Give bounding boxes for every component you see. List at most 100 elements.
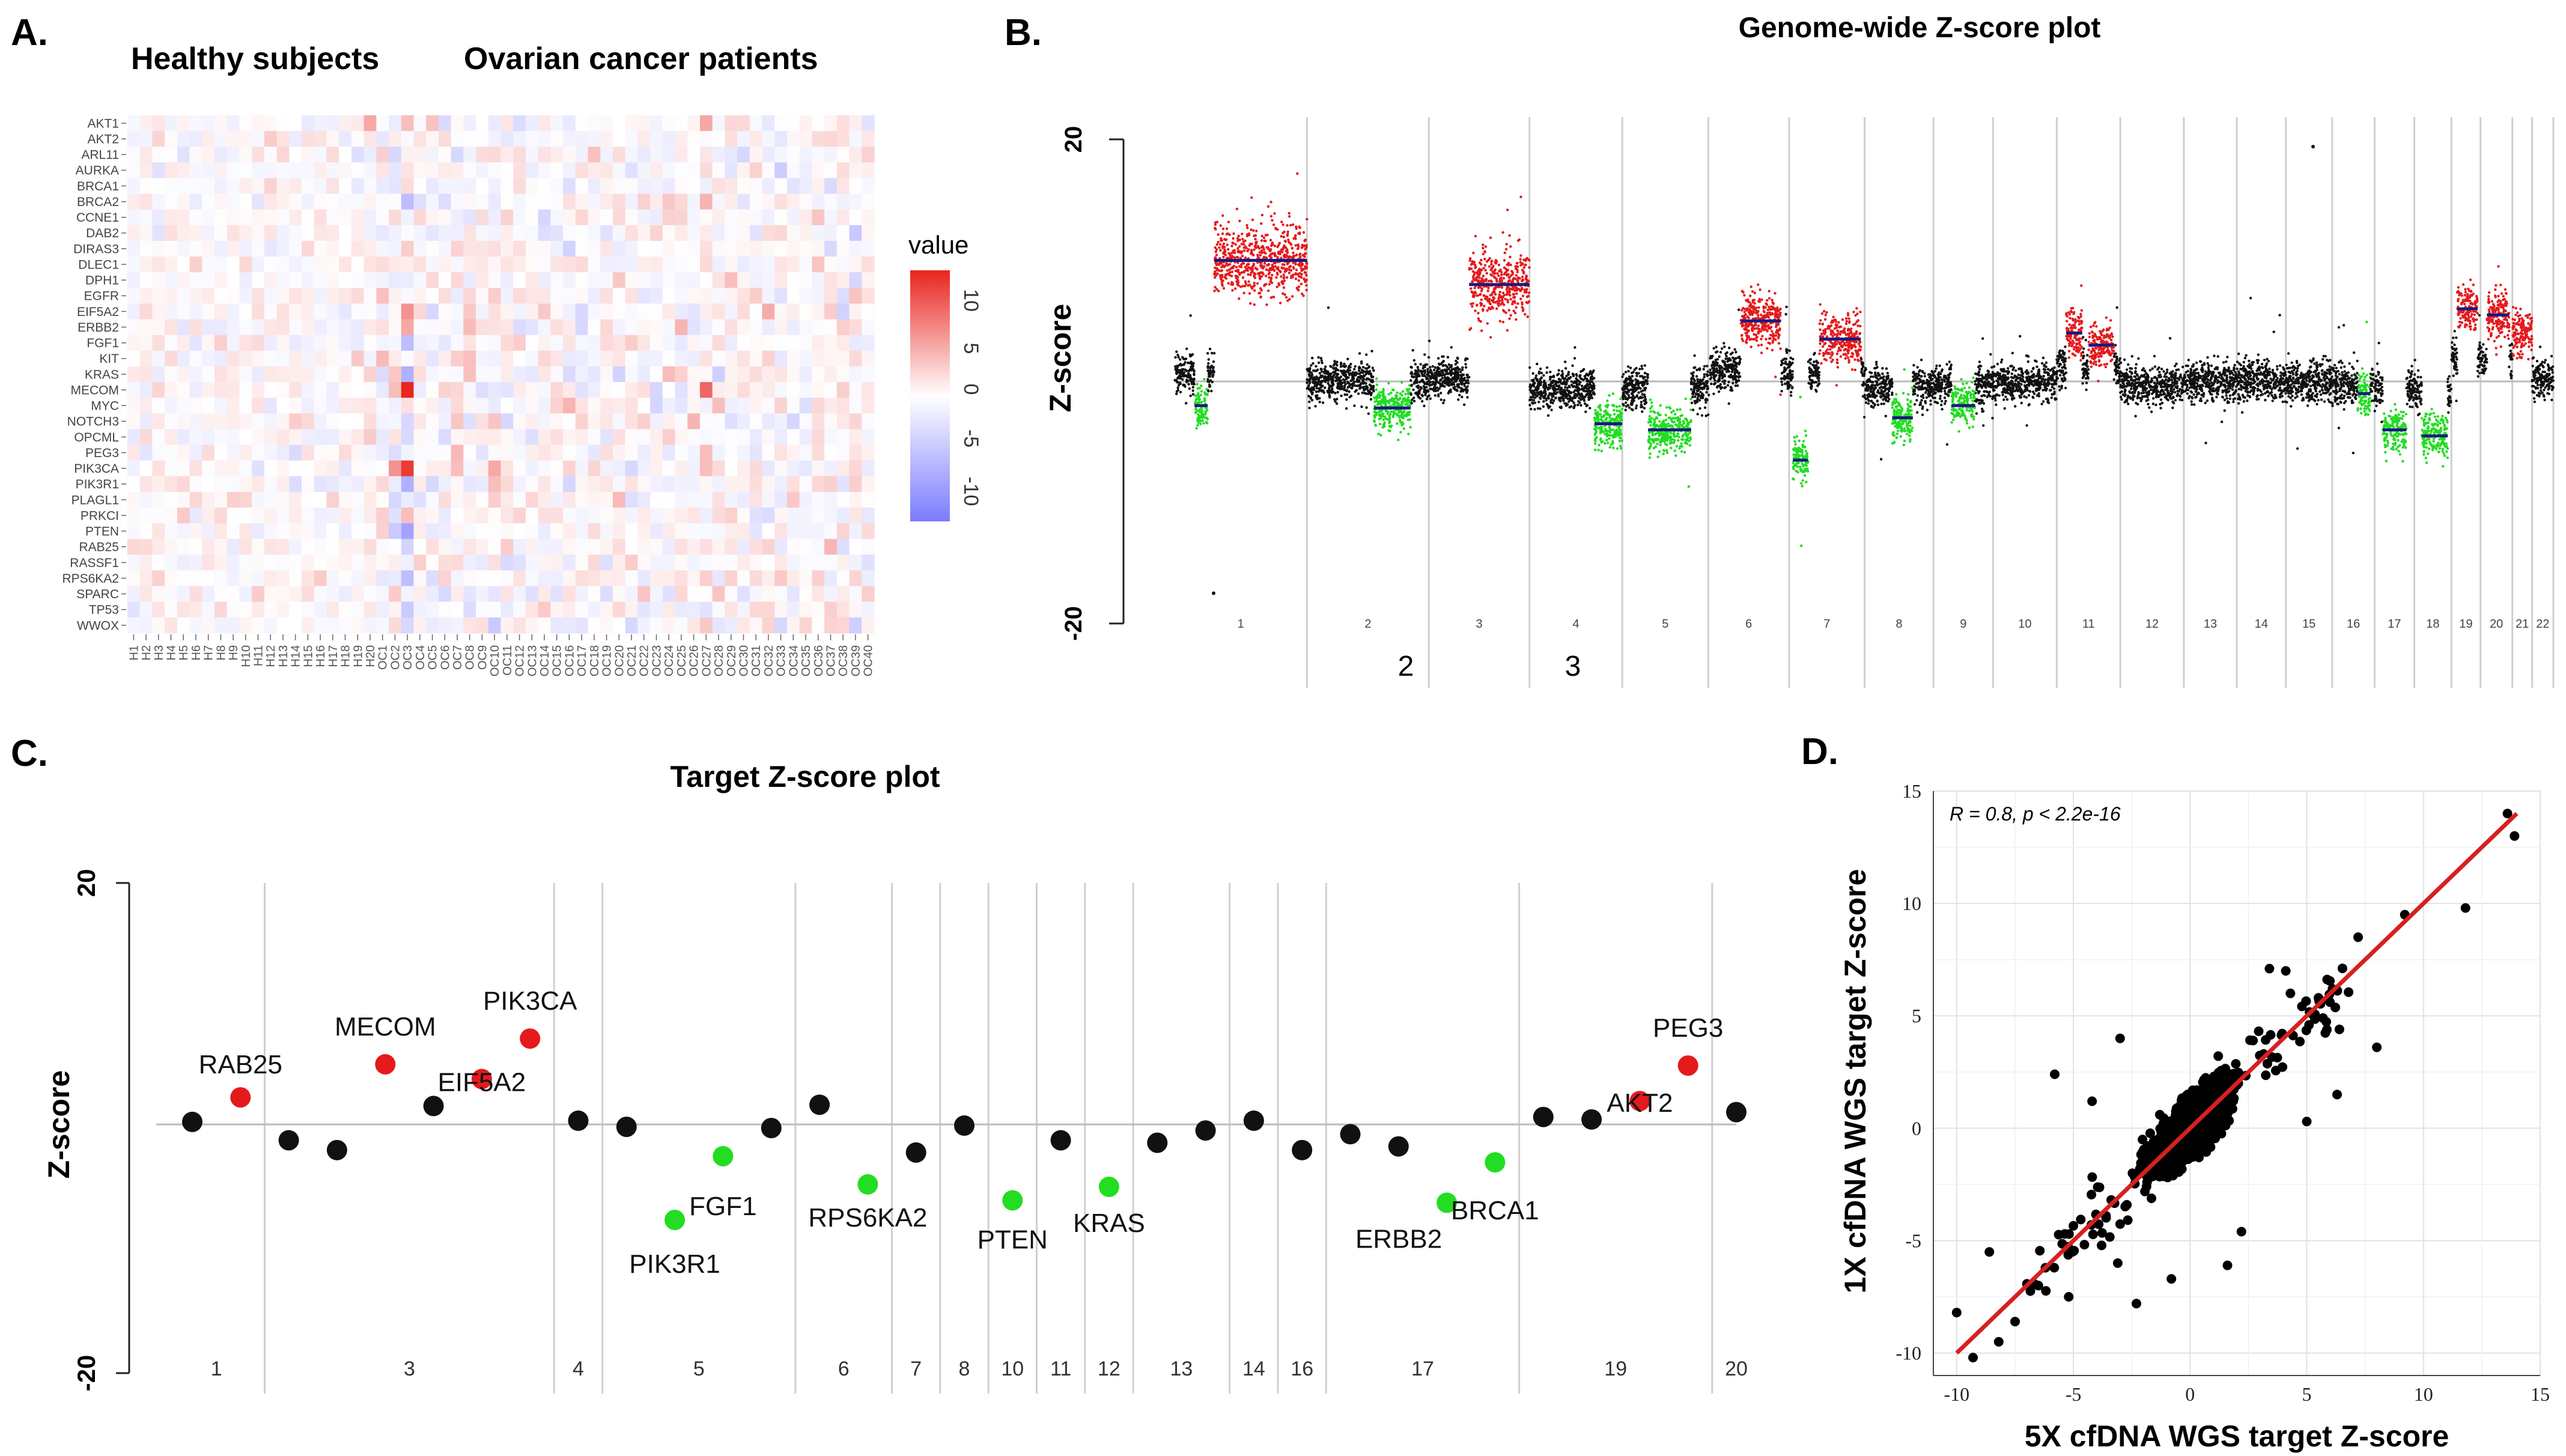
- genome-point: [1222, 287, 1226, 290]
- heatmap-cell: [513, 288, 526, 305]
- genome-point: [1349, 379, 1352, 382]
- heatmap-cell: [227, 570, 240, 587]
- heatmap-cell: [339, 491, 352, 508]
- genome-point: [1299, 256, 1302, 259]
- heatmap-cell: [712, 319, 725, 336]
- genome-point: [1441, 355, 1444, 358]
- heatmap-cell: [165, 335, 178, 351]
- heatmap-cell: [662, 508, 676, 524]
- genome-point: [1179, 363, 1182, 366]
- heatmap-cell: [339, 429, 352, 446]
- genome-point: [1273, 244, 1277, 247]
- heatmap-cell: [500, 209, 514, 226]
- genome-point: [1474, 291, 1477, 294]
- heatmap-cell: [376, 115, 389, 132]
- heatmap-cell: [127, 476, 141, 493]
- heatmap-cell: [812, 272, 825, 288]
- genome-point: [1510, 270, 1513, 273]
- genome-point: [1400, 381, 1403, 384]
- genome-point: [1488, 257, 1491, 260]
- genome-point: [1494, 301, 1497, 304]
- genome-point: [1283, 263, 1286, 266]
- heatmap-cell: [165, 508, 178, 524]
- genome-point: [1271, 264, 1274, 267]
- genome-point: [1525, 274, 1528, 278]
- heatmap-cell: [786, 586, 800, 602]
- heatmap-cell: [749, 508, 763, 524]
- genome-point: [1271, 266, 1274, 269]
- genome-point: [1366, 371, 1369, 374]
- heatmap-cell: [227, 539, 240, 555]
- heatmap-cell: [662, 256, 676, 273]
- genome-point: [1328, 390, 1331, 393]
- genome-point: [1399, 431, 1402, 434]
- genome-point: [1498, 280, 1501, 283]
- heatmap-cell: [339, 225, 352, 241]
- genome-point: [1420, 372, 1423, 375]
- heatmap-cell: [451, 303, 464, 320]
- heatmap-cell: [575, 147, 589, 163]
- genome-point: [1506, 274, 1509, 277]
- heatmap-cell: [687, 366, 701, 383]
- heatmap-cell: [488, 398, 502, 414]
- heatmap-cell: [550, 288, 564, 305]
- heatmap-cell: [625, 319, 638, 336]
- heatmap-cell: [476, 617, 489, 634]
- genome-point: [1506, 208, 1509, 211]
- heatmap-cell: [774, 303, 788, 320]
- heatmap-cell: [401, 398, 415, 414]
- heatmap-cell: [152, 131, 165, 147]
- genome-point: [1471, 305, 1474, 308]
- heatmap-cell: [152, 162, 165, 179]
- heatmap-cell: [637, 288, 651, 305]
- heatmap-cell: [363, 617, 377, 634]
- heatmap-cell: [675, 366, 688, 383]
- genome-point: [1418, 397, 1422, 400]
- genome-point: [1503, 303, 1506, 306]
- genome-point: [1320, 380, 1323, 383]
- genome-point: [1292, 237, 1295, 240]
- genome-point: [1282, 254, 1286, 258]
- heatmap-cell: [650, 617, 663, 634]
- heatmap-cell: [413, 350, 427, 367]
- heatmap-cell: [413, 413, 427, 430]
- heatmap-cell: [413, 586, 427, 602]
- heatmap-cell: [152, 272, 165, 288]
- genome-point: [1442, 363, 1445, 367]
- heatmap-cell: [139, 178, 153, 195]
- genome-point: [1278, 302, 1282, 305]
- genome-point: [1179, 375, 1182, 378]
- genome-point: [1200, 407, 1203, 410]
- heatmap-cell: [177, 444, 190, 461]
- heatmap-cell: [438, 444, 452, 461]
- heatmap-cell: [725, 413, 738, 430]
- heatmap-cell: [252, 303, 265, 320]
- genome-point: [1409, 392, 1412, 395]
- heatmap-cell: [264, 508, 278, 524]
- heatmap-cell: [525, 539, 539, 555]
- heatmap-cell: [326, 240, 339, 257]
- heatmap-cell: [550, 193, 564, 210]
- heatmap-cell: [314, 335, 327, 351]
- heatmap-cell: [849, 413, 862, 430]
- heatmap-cell: [749, 429, 763, 446]
- heatmap-cell: [476, 523, 489, 539]
- heatmap-cell: [675, 491, 688, 508]
- heatmap-row-label: EGFR: [84, 290, 119, 303]
- heatmap-cell: [239, 460, 252, 477]
- genome-point: [1425, 363, 1428, 366]
- heatmap-cell: [600, 225, 613, 241]
- genome-point: [1308, 407, 1311, 410]
- heatmap-cell: [500, 617, 514, 634]
- genome-point: [1197, 417, 1200, 420]
- genome-point: [1288, 211, 1291, 215]
- heatmap-cell: [687, 570, 701, 587]
- genome-point: [1313, 380, 1316, 383]
- heatmap-cell: [165, 272, 178, 288]
- heatmap-cell: [426, 586, 439, 602]
- heatmap-cell: [662, 444, 676, 461]
- heatmap-cell: [401, 382, 415, 398]
- heatmap-cell: [786, 350, 800, 367]
- genome-point: [1311, 356, 1314, 360]
- genome-point: [1363, 389, 1366, 392]
